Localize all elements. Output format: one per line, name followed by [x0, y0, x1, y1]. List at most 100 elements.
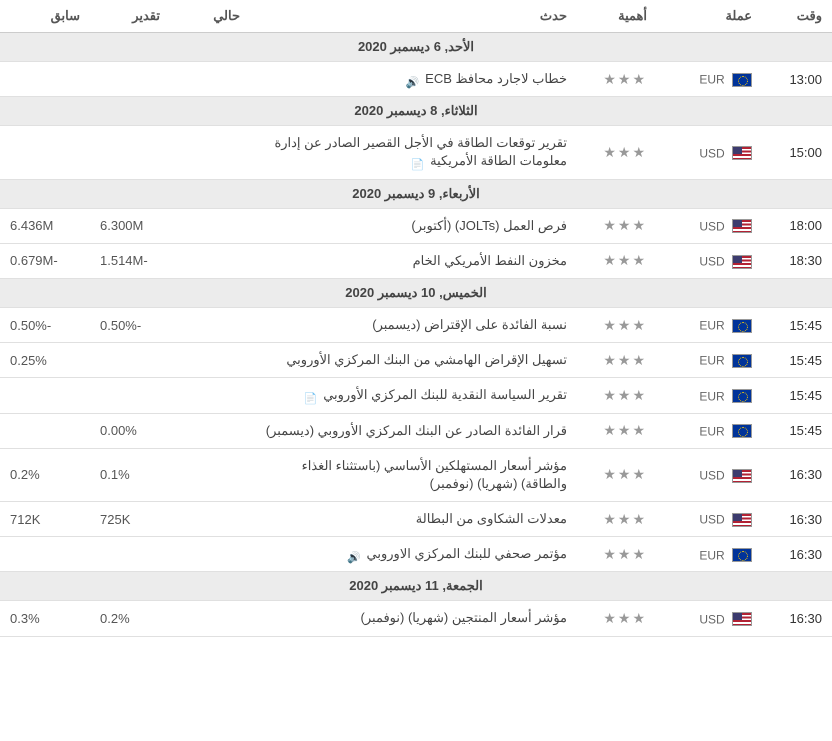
cell-currency: EUR — [657, 343, 762, 378]
cell-actual — [170, 413, 250, 448]
event-text: نسبة الفائدة على الإقتراض (ديسمبر) — [372, 317, 567, 332]
event-row[interactable]: 16:30 USD★★★معدلات الشكاوى من البطالة725… — [0, 502, 832, 537]
cell-event[interactable]: تقرير السياسة النقدية للبنك المركزي الأو… — [250, 378, 577, 413]
header-previous: سابق — [0, 0, 90, 33]
cell-currency: USD — [657, 448, 762, 501]
cell-currency: USD — [657, 502, 762, 537]
eur-flag-icon — [732, 548, 752, 562]
currency-code: USD — [699, 146, 728, 160]
cell-actual — [170, 343, 250, 378]
date-cell: الأربعاء, 9 ديسمبر 2020 — [0, 179, 832, 208]
event-row[interactable]: 15:00 USD★★★تقرير توقعات الطاقة في الأجل… — [0, 126, 832, 179]
cell-forecast: 0.2% — [90, 601, 170, 636]
star-icon: ★★★ — [603, 422, 647, 438]
cell-event[interactable]: فرص العمل (JOLTs) (أكتوبر) — [250, 208, 577, 243]
cell-event[interactable]: مؤشر أسعار المنتجين (شهريا) (نوفمبر) — [250, 601, 577, 636]
cell-time: 15:45 — [762, 413, 832, 448]
cell-currency: EUR — [657, 413, 762, 448]
date-row: الأربعاء, 9 ديسمبر 2020 — [0, 179, 832, 208]
event-row[interactable]: 15:45 EUR ★★★ قرار الفائدة الصادر عن البنك… — [0, 413, 832, 448]
event-row[interactable]: 13:00 EUR ★★★خطاب لاجارد محافظ ECB — [0, 62, 832, 97]
cell-importance: ★★★ — [577, 378, 657, 413]
currency-code: USD — [699, 219, 728, 233]
cell-importance: ★★★ — [577, 343, 657, 378]
cell-forecast: 725K — [90, 502, 170, 537]
currency-code: USD — [699, 255, 728, 269]
cell-currency: USD — [657, 208, 762, 243]
cell-time: 16:30 — [762, 601, 832, 636]
cell-forecast: 6.300M — [90, 208, 170, 243]
header-actual: حالي — [170, 0, 250, 33]
cell-event[interactable]: خطاب لاجارد محافظ ECB — [250, 62, 577, 97]
table-header-row: وقت عملة أهمية حدث حالي تقدير سابق — [0, 0, 832, 33]
cell-currency: USD — [657, 126, 762, 179]
cell-event[interactable]: تقرير توقعات الطاقة في الأجل القصير الصا… — [250, 126, 577, 179]
star-icon: ★★★ — [603, 466, 647, 482]
cell-event[interactable]: مؤشر أسعار المستهلكين الأساسي (باستثناء … — [250, 448, 577, 501]
event-row[interactable]: 16:30 USD★★★مؤشر أسعار المستهلكين الأساس… — [0, 448, 832, 501]
currency-code: EUR — [699, 73, 728, 87]
audio-icon — [347, 549, 361, 561]
event-row[interactable]: 15:45 EUR ★★★ تسهيل الإقراض الهامشي من الب… — [0, 343, 832, 378]
cell-time: 13:00 — [762, 62, 832, 97]
cell-time: 15:45 — [762, 378, 832, 413]
cell-actual — [170, 243, 250, 278]
date-row: الخميس, 10 ديسمبر 2020 — [0, 278, 832, 307]
cell-event[interactable]: مؤتمر صحفي للبنك المركزي الاوروبي — [250, 537, 577, 572]
star-icon: ★★★ — [603, 387, 647, 403]
cell-event[interactable]: تسهيل الإقراض الهامشي من البنك المركزي ا… — [250, 343, 577, 378]
cell-forecast — [90, 126, 170, 179]
cell-forecast: -1.514M — [90, 243, 170, 278]
cell-forecast: 0.00% — [90, 413, 170, 448]
cell-previous — [0, 413, 90, 448]
date-cell: الخميس, 10 ديسمبر 2020 — [0, 278, 832, 307]
cell-previous: 0.3% — [0, 601, 90, 636]
event-row[interactable]: 18:00 USD ★★★ فرص العمل (JOLTs) (أكتوبر) 6.… — [0, 208, 832, 243]
usd-flag-icon — [732, 255, 752, 269]
cell-forecast — [90, 62, 170, 97]
cell-previous: -0.679M — [0, 243, 90, 278]
cell-actual — [170, 378, 250, 413]
eur-flag-icon — [732, 319, 752, 333]
usd-flag-icon — [732, 469, 752, 483]
currency-code: EUR — [699, 424, 728, 438]
eur-flag-icon — [732, 73, 752, 87]
currency-code: EUR — [699, 548, 728, 562]
event-row[interactable]: 15:45 EUR ★★★ تقرير السياسة النقدية للبنك … — [0, 378, 832, 413]
cell-actual — [170, 537, 250, 572]
header-importance: أهمية — [577, 0, 657, 33]
event-row[interactable]: 16:30 EUR ★★★مؤتمر صحفي للبنك المركزي الا… — [0, 537, 832, 572]
currency-code: USD — [699, 469, 728, 483]
cell-importance: ★★★ — [577, 126, 657, 179]
cell-importance: ★★★ — [577, 62, 657, 97]
cell-time: 16:30 — [762, 537, 832, 572]
eur-flag-icon — [732, 354, 752, 368]
cell-currency: USD — [657, 601, 762, 636]
star-icon: ★★★ — [603, 352, 647, 368]
currency-code: EUR — [699, 389, 728, 403]
currency-code: USD — [699, 612, 728, 626]
usd-flag-icon — [732, 146, 752, 160]
event-text: قرار الفائدة الصادر عن البنك المركزي الأ… — [266, 423, 567, 438]
cell-event[interactable]: قرار الفائدة الصادر عن البنك المركزي الأ… — [250, 413, 577, 448]
event-row[interactable]: 18:30 USD★★★مخزون النفط الأمريكي الخام-1… — [0, 243, 832, 278]
cell-actual — [170, 502, 250, 537]
cell-importance: ★★★ — [577, 537, 657, 572]
cell-currency: EUR — [657, 378, 762, 413]
cell-time: 18:00 — [762, 208, 832, 243]
cell-actual — [170, 601, 250, 636]
cell-event[interactable]: نسبة الفائدة على الإقتراض (ديسمبر) — [250, 307, 577, 342]
cell-event[interactable]: مخزون النفط الأمريكي الخام — [250, 243, 577, 278]
event-text: فرص العمل (JOLTs) (أكتوبر) — [411, 218, 567, 233]
date-cell: الأحد, 6 ديسمبر 2020 — [0, 33, 832, 62]
event-row[interactable]: 16:30 USD★★★مؤشر أسعار المنتجين (شهريا) … — [0, 601, 832, 636]
eur-flag-icon — [732, 389, 752, 403]
currency-code: EUR — [699, 354, 728, 368]
cell-event[interactable]: معدلات الشكاوى من البطالة — [250, 502, 577, 537]
cell-importance: ★★★ — [577, 502, 657, 537]
cell-time: 15:45 — [762, 343, 832, 378]
star-icon: ★★★ — [603, 217, 647, 233]
star-icon: ★★★ — [603, 317, 647, 333]
event-row[interactable]: 15:45 EUR★★★نسبة الفائدة على الإقتراض (د… — [0, 307, 832, 342]
eur-flag-icon — [732, 424, 752, 438]
